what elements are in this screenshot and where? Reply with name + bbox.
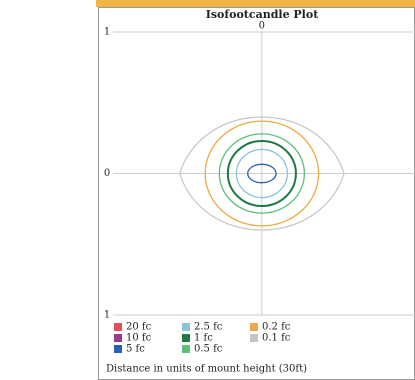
legend-swatch [114,345,122,353]
legend-label: 0.5 fc [194,344,223,355]
legend-swatch [250,323,258,331]
y-tick-label: 0 [104,168,110,179]
legend-swatch [182,334,190,342]
legend-label: 5 fc [126,344,145,355]
y-tick-label: 1 [104,27,110,38]
legend-label: 0.2 fc [262,322,291,333]
x-axis-label: Distance in units of mount height (30ft) [106,364,307,375]
contour [247,163,277,184]
x-tick-label: 0 [259,21,265,32]
legend-swatch [114,323,122,331]
contour [179,116,345,231]
chart-title: Isofootcandle Plot [206,8,319,21]
legend-swatch [114,334,122,342]
contour [218,133,306,214]
legend-label: 20 fc [126,322,152,333]
y-tick-label: 1 [104,310,110,321]
contour [235,148,289,199]
contour [204,120,320,227]
legend-label: 2.5 fc [194,322,223,333]
header-band [96,0,415,7]
legend-label: 0.1 fc [262,333,291,344]
panel [98,7,415,380]
legend-swatch [182,345,190,353]
legend-swatch [250,334,258,342]
legend-label: 10 fc [126,333,152,344]
legend-label: 1 fc [194,333,213,344]
contour [226,139,297,208]
legend-swatch [182,323,190,331]
